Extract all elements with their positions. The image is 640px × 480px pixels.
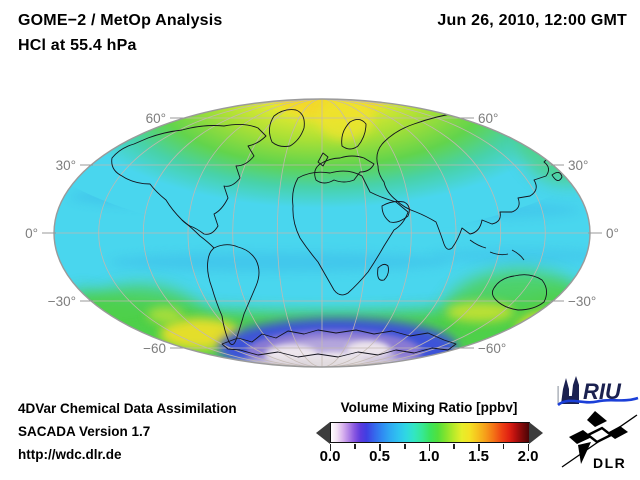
credit-line-2: SACADA Version 1.7 <box>18 424 151 439</box>
colorbar-tick <box>379 444 381 451</box>
map-field <box>54 99 590 367</box>
colorbar-tick <box>428 444 430 451</box>
lat-label-right-0: 0° <box>606 226 619 241</box>
page-title: GOME−2 / MetOp Analysis <box>18 12 223 29</box>
colorbar-label-15: 1.5 <box>468 448 489 465</box>
lat-label-left-30: 30° <box>56 158 76 173</box>
lat-label-right-m60: −60° <box>478 341 506 356</box>
lat-ticks <box>42 117 602 349</box>
lat-label-left-m60: −60 <box>143 341 166 356</box>
page-subtitle: HCl at 55.4 hPa <box>18 37 137 54</box>
colorbar-title: Volume Mixing Ratio [ppbv] <box>340 400 518 415</box>
colorbar: Volume Mixing Ratio [ppbv] 0.0 0.5 1.0 1… <box>316 399 557 469</box>
credit-line-3: http://wdc.dlr.de <box>18 447 122 462</box>
colorbar-label-10: 1.0 <box>418 448 440 465</box>
colorbar-tick <box>527 444 529 451</box>
colorbar-gradient <box>330 422 530 443</box>
colorbar-label-05: 0.5 <box>369 448 390 465</box>
colorbar-right-arrow-icon <box>529 422 543 444</box>
dlr-text: DLR <box>593 455 626 471</box>
colorbar-tick <box>329 444 331 451</box>
lat-label-right-30: 30° <box>568 158 588 173</box>
colorbar-left-arrow-icon <box>316 422 330 444</box>
colorbar-label-0: 0.0 <box>319 448 341 465</box>
dlr-bird-icon <box>561 411 638 468</box>
lat-label-left-60: 60° <box>146 111 166 126</box>
lat-label-left-m30: −30° <box>48 294 76 309</box>
colorbar-tick <box>404 444 406 449</box>
colorbar-tick <box>478 444 480 451</box>
colorbar-tick <box>453 444 455 449</box>
riu-logo: RIU <box>557 376 639 407</box>
lat-label-right-m30: −30° <box>568 294 596 309</box>
credit-line-1: 4DVar Chemical Data Assimilation <box>18 401 237 416</box>
lat-label-right-60: 60° <box>478 111 498 126</box>
timestamp: Jun 26, 2010, 12:00 GMT <box>437 12 627 29</box>
colorbar-tick <box>354 444 356 449</box>
dlr-logo: DLR <box>561 411 638 471</box>
riu-wave-icon <box>557 396 639 407</box>
colorbar-tick <box>502 444 504 449</box>
colorbar-label-20: 2.0 <box>517 448 539 465</box>
lat-label-left-0: 0° <box>25 226 38 241</box>
lat-labels: 60° 30° 0° −30° −60 60° 30° 0° −30° −60° <box>25 111 619 356</box>
